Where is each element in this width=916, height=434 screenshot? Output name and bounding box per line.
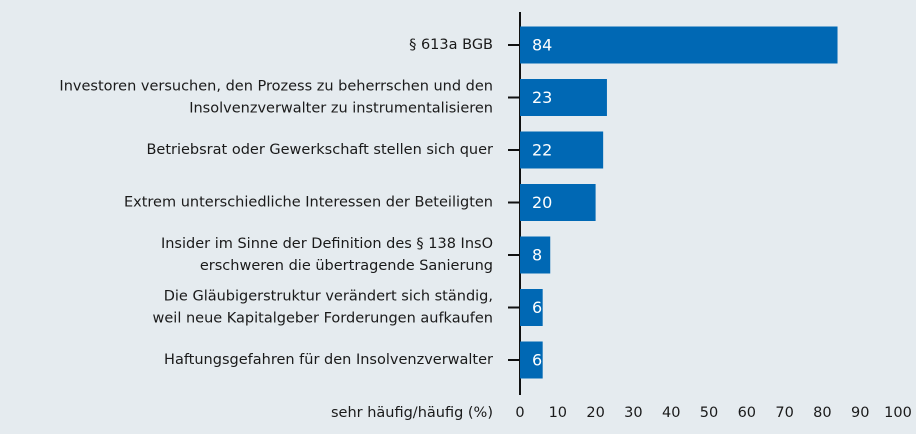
value-label: 20 <box>532 193 552 212</box>
x-tick-label: 90 <box>851 405 869 421</box>
x-tick-label: 50 <box>700 405 718 421</box>
y-tick-label: Investoren versuchen, den Prozess zu beh… <box>59 79 493 95</box>
x-tick-label: 100 <box>884 405 912 421</box>
bar <box>520 289 543 326</box>
x-tick-label: 60 <box>738 405 756 421</box>
x-tick-label: 30 <box>624 405 642 421</box>
value-label: 6 <box>532 298 542 317</box>
y-tick-label: Betriebsrat oder Gewerkschaft stellen si… <box>146 142 493 158</box>
y-tick-label: Insider im Sinne der Definition des § 13… <box>161 236 493 252</box>
y-tick-label: Insolvenzverwalter zu instrumentalisiere… <box>189 101 493 117</box>
value-label: 23 <box>532 88 552 107</box>
bar <box>520 26 838 64</box>
x-tick-label: 10 <box>549 405 567 421</box>
x-tick-label: 0 <box>515 405 524 421</box>
bar <box>520 131 604 169</box>
value-label: 84 <box>532 36 552 55</box>
y-tick-label: erschweren die übertragende Sanierung <box>200 258 493 274</box>
y-tick-label: weil neue Kapitalgeber Forderungen aufka… <box>153 311 493 327</box>
value-label: 6 <box>532 351 542 370</box>
value-label: 22 <box>532 141 552 160</box>
bar <box>520 184 596 221</box>
y-tick-label: Die Gläubigerstruktur verändert sich stä… <box>164 289 493 305</box>
y-tick-label: Haftungsgefahren für den Insolvenzverwal… <box>164 352 493 368</box>
x-tick-label: 40 <box>662 405 680 421</box>
y-tick-label: Extrem unterschiedliche Interessen der B… <box>124 195 493 211</box>
x-axis-label: sehr häufig/häufig (%) <box>331 405 493 421</box>
value-label: 8 <box>532 246 542 265</box>
y-tick-label: § 613a BGB <box>409 37 493 53</box>
bar <box>520 79 607 116</box>
x-tick-label: 70 <box>775 405 793 421</box>
x-tick-label: 20 <box>586 405 604 421</box>
bar <box>520 236 551 274</box>
x-tick-label: 80 <box>813 405 831 421</box>
bar <box>520 341 543 379</box>
